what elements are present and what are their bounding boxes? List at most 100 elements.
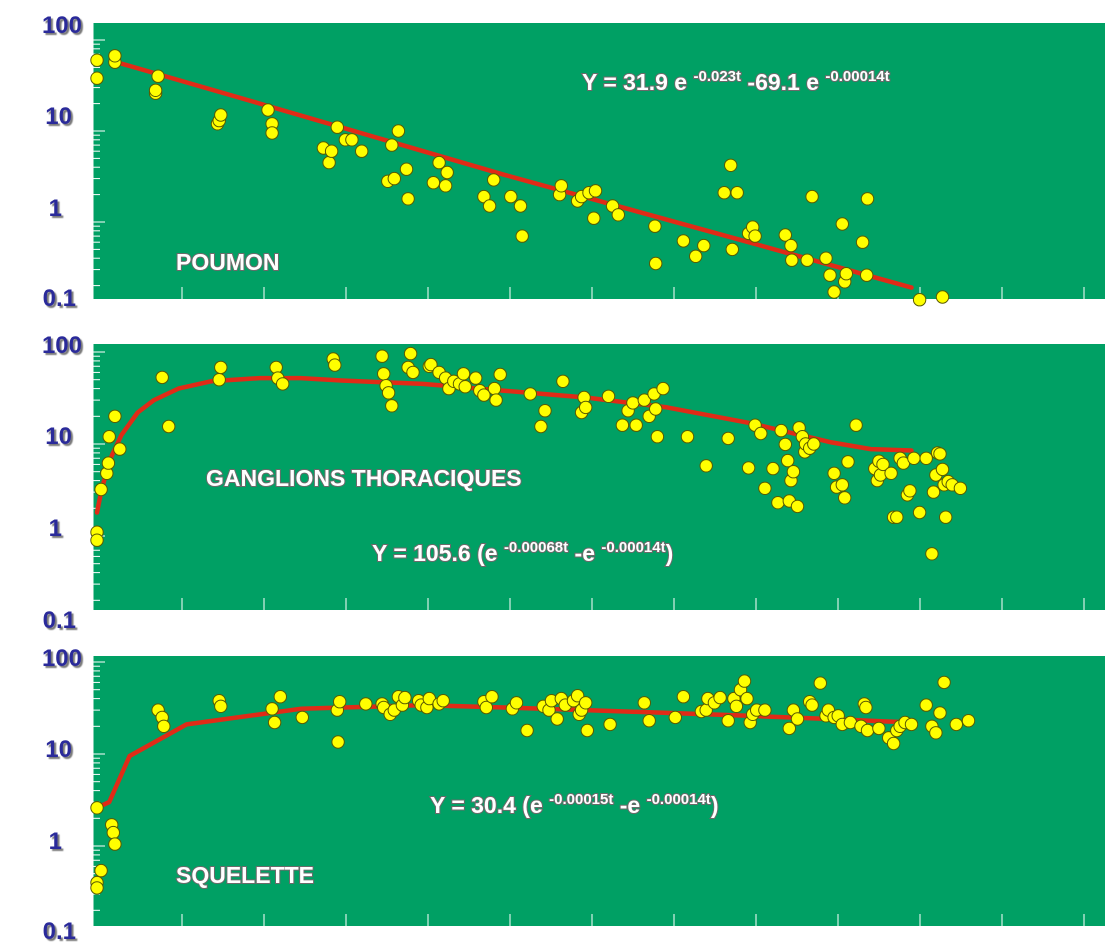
data-point <box>381 386 396 400</box>
data-point <box>835 217 849 231</box>
data-points <box>90 49 950 307</box>
data-point <box>656 381 670 396</box>
data-point <box>328 358 342 372</box>
panel-label-poumon: POUMON <box>176 249 280 275</box>
data-point <box>676 234 691 248</box>
data-point <box>385 399 399 413</box>
equation-lead: Y = 31.9 e <box>582 69 693 95</box>
data-point <box>523 387 537 401</box>
data-point <box>403 346 418 361</box>
data-point <box>90 881 104 895</box>
data-point <box>949 717 963 732</box>
data-point <box>790 712 805 726</box>
data-point <box>113 442 127 456</box>
data-point <box>580 723 594 738</box>
data-point <box>214 108 228 122</box>
data-point <box>919 451 933 465</box>
data-point <box>805 698 819 712</box>
x-axis <box>181 914 1085 926</box>
data-point <box>458 380 472 394</box>
data-point <box>355 144 369 158</box>
chart-poumon: 100 10 1 0.1 POUMON Y = 31.9 e -0.023t -… <box>42 12 1105 312</box>
data-point <box>699 459 713 473</box>
data-point <box>823 268 837 282</box>
data-point <box>800 253 814 267</box>
data-point <box>626 396 640 410</box>
data-point <box>387 171 401 186</box>
data-point <box>884 466 898 480</box>
data-point <box>477 388 491 402</box>
data-point <box>876 457 890 472</box>
data-point <box>487 173 501 187</box>
data-point <box>90 53 104 67</box>
y-tick-label-1: 1 <box>49 195 62 222</box>
y-tick-label-10: 10 <box>45 103 72 130</box>
data-point <box>359 697 373 711</box>
data-point <box>740 691 754 706</box>
data-point <box>790 499 805 514</box>
data-point <box>273 690 287 704</box>
data-point <box>737 674 752 688</box>
equation-exponent-2: -0.00014t <box>825 68 889 85</box>
data-point <box>827 466 841 480</box>
data-point <box>724 158 738 173</box>
y-tick-label-0.1: 0.1 <box>43 285 76 312</box>
data-point <box>489 393 503 407</box>
data-point <box>509 696 524 710</box>
data-point <box>513 199 528 213</box>
data-point <box>721 431 735 446</box>
panel-label-squelette: SQUELETTE <box>176 862 314 888</box>
y-tick-label-100: 100 <box>42 332 82 359</box>
equation-ganglions: Y = 105.6 (e -0.00068t -e -0.00014t) <box>372 539 673 566</box>
data-point <box>697 238 711 253</box>
data-point <box>479 700 493 715</box>
data-point <box>520 723 534 738</box>
data-point <box>615 418 630 432</box>
data-point <box>212 373 226 387</box>
data-point <box>611 208 625 222</box>
data-point <box>101 456 116 470</box>
data-point <box>94 482 108 497</box>
data-point <box>935 462 950 477</box>
equation-poumon: Y = 31.9 e -0.023t -69.1 e -0.00014t <box>582 68 890 95</box>
panel-label-ganglions-thoraciques: GANGLIONS THORACIQUES <box>206 465 522 491</box>
chart-squelette: 100 10 1 0.1 SQUELETTE Y = 30.4 (e -0.00… <box>42 645 1105 945</box>
data-point <box>860 192 875 206</box>
data-point <box>872 721 886 736</box>
y-axis <box>92 23 105 299</box>
equation-tail: ) <box>666 540 674 566</box>
data-point <box>440 165 454 180</box>
data-point <box>819 251 833 265</box>
data-point <box>295 710 309 725</box>
data-point <box>648 219 662 233</box>
y-tick-label-100: 100 <box>42 12 82 39</box>
data-point <box>550 712 564 726</box>
data-point <box>322 155 336 170</box>
data-point <box>725 242 739 257</box>
data-point <box>729 699 744 713</box>
data-point <box>907 451 921 465</box>
y-tick-label-0.1: 0.1 <box>43 918 76 945</box>
data-point <box>493 367 507 382</box>
data-point <box>649 256 663 271</box>
data-point <box>926 485 941 499</box>
data-point <box>771 496 785 510</box>
data-point <box>515 229 529 243</box>
data-point <box>961 714 976 728</box>
data-point <box>324 144 339 158</box>
data-point <box>912 505 927 520</box>
equation-lead: Y = 105.6 (e <box>372 540 504 566</box>
data-point <box>603 717 617 732</box>
data-point <box>90 801 104 815</box>
data-point <box>786 465 801 479</box>
equation-mid: -e <box>613 792 646 818</box>
data-point <box>758 481 772 495</box>
data-point <box>151 69 165 83</box>
data-point <box>426 176 441 190</box>
data-point <box>860 723 875 738</box>
data-point <box>108 49 122 63</box>
equation-exponent-2: -0.00014t <box>601 539 665 556</box>
chart-ganglions-thoraciques: 100 10 1 0.1 GANGLIONS THORACIQUES Y = 1… <box>42 332 1105 634</box>
data-point <box>676 690 691 704</box>
